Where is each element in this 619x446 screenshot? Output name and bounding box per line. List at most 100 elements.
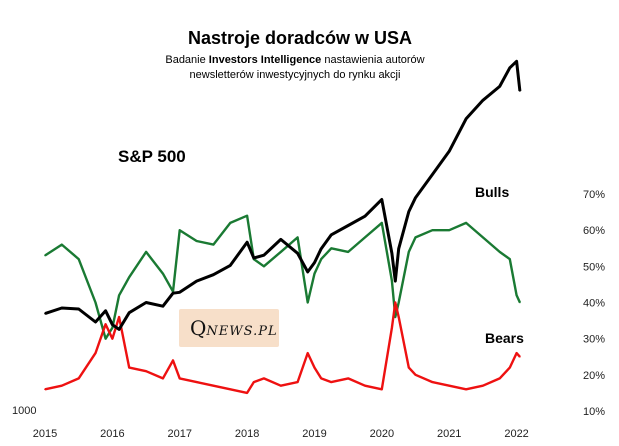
bears-point xyxy=(263,377,265,380)
bulls-label: Bulls xyxy=(475,184,509,200)
bears-point xyxy=(61,384,63,387)
bulls-point xyxy=(519,301,521,304)
s-p-500-point xyxy=(515,60,518,63)
bulls-point xyxy=(296,236,299,239)
logo-text: QNEWS.PL xyxy=(190,316,278,340)
s-p-500-point xyxy=(381,198,383,201)
bears-point xyxy=(465,388,467,391)
s-p-500-point xyxy=(408,210,410,213)
bulls-point xyxy=(246,214,248,217)
s-p-500-point xyxy=(229,264,232,267)
qnews-logo: QNEWS.PL xyxy=(179,309,279,347)
bears-point xyxy=(397,316,400,318)
bears-point xyxy=(515,352,518,354)
bulls-point xyxy=(330,247,333,250)
bulls-point xyxy=(178,229,181,231)
bulls-point xyxy=(381,222,383,224)
x-tick-label: 2022 xyxy=(504,428,528,440)
bears-point xyxy=(320,377,323,380)
s-p-500-point xyxy=(482,99,484,102)
subtitle-pre: Badanie xyxy=(165,54,208,66)
logo-q: Q xyxy=(190,316,206,340)
right-tick-label: 30% xyxy=(583,334,605,346)
s-p-500-point xyxy=(253,257,255,259)
subtitle-post: nastawienia autorów xyxy=(321,54,424,66)
bears-point xyxy=(280,384,282,387)
x-tick-label: 2015 xyxy=(33,428,57,440)
chart-subtitle-line1: Badanie Investors Intelligence nastawien… xyxy=(165,54,424,66)
bulls-point xyxy=(111,327,114,329)
x-tick-label: 2016 xyxy=(100,428,124,440)
bulls-point xyxy=(118,294,120,297)
bulls-point xyxy=(414,236,417,239)
s-p-500-point xyxy=(306,271,309,273)
bulls-point xyxy=(397,301,400,304)
s-p-500-point xyxy=(280,238,282,241)
bulls-point xyxy=(515,294,518,297)
logo-background xyxy=(179,309,279,347)
s-p-500-point xyxy=(118,328,120,331)
right-tick-label: 60% xyxy=(583,225,605,237)
bulls-point xyxy=(61,243,63,246)
bulls-point xyxy=(44,254,46,257)
s-p-500-point xyxy=(347,224,350,227)
bears-point xyxy=(212,384,215,387)
bulls-point xyxy=(229,222,232,224)
x-tick-label: 2018 xyxy=(235,428,259,440)
bears-point xyxy=(229,388,232,391)
bulls-point xyxy=(465,222,467,224)
s-p-500-point xyxy=(94,321,97,323)
x-tick-label: 2020 xyxy=(370,428,394,440)
bears-point xyxy=(364,384,366,387)
bears-point xyxy=(306,352,309,354)
s-p-500-point xyxy=(61,307,63,309)
bears-point xyxy=(128,366,130,369)
bears-point xyxy=(408,366,410,369)
sp500-label: S&P 500 xyxy=(118,147,186,166)
bears-point xyxy=(498,377,501,380)
s-p-500-point xyxy=(509,67,511,69)
bears-point xyxy=(519,356,521,358)
chart-title: Nastroje doradców w USA xyxy=(188,28,412,48)
x-axis: 2015 2016 2017 2018 2019 2020 2021 2022 xyxy=(33,428,529,440)
bulls-point xyxy=(391,280,393,282)
bulls-point xyxy=(212,243,215,246)
right-tick-label: 20% xyxy=(583,370,605,382)
bulls-point xyxy=(408,251,410,253)
s-p-500-point xyxy=(104,310,107,312)
bears-line xyxy=(44,301,521,395)
right-tick-label: 70% xyxy=(583,189,605,201)
bulls-line xyxy=(44,214,521,340)
bears-point xyxy=(381,388,383,391)
s-p-500-point xyxy=(195,280,198,282)
s-p-500-point xyxy=(414,196,417,199)
bears-point xyxy=(104,323,107,326)
s-p-500-point xyxy=(77,308,80,310)
logo-rest: NEWS.PL xyxy=(205,324,277,339)
bulls-point xyxy=(509,258,511,260)
s-p-500-point xyxy=(296,252,299,255)
bulls-point xyxy=(498,251,501,253)
s-p-500-point xyxy=(330,234,333,236)
bears-point xyxy=(246,392,248,394)
s-p-500-point xyxy=(212,273,215,276)
s-p-500-point xyxy=(263,254,265,256)
bears-point xyxy=(414,374,417,376)
bulls-point xyxy=(448,229,451,231)
right-tick-label: 40% xyxy=(583,298,605,310)
bulls-point xyxy=(162,272,164,275)
bears-point xyxy=(431,381,434,383)
bulls-point xyxy=(104,337,107,340)
bulls-point xyxy=(394,316,397,318)
chart-subtitle-line2: newsletterów inwestycyjnych do rynku akc… xyxy=(190,69,401,81)
s-p-500-point xyxy=(162,305,164,308)
series-lines xyxy=(44,59,522,395)
s-p-500-point xyxy=(178,291,181,294)
s-p-500-point xyxy=(313,261,316,264)
bulls-point xyxy=(94,301,97,304)
s-p-500-point xyxy=(128,311,130,314)
left-axis-label: 1000 xyxy=(12,405,36,417)
bears-point xyxy=(44,388,46,391)
bears-point xyxy=(162,377,164,380)
